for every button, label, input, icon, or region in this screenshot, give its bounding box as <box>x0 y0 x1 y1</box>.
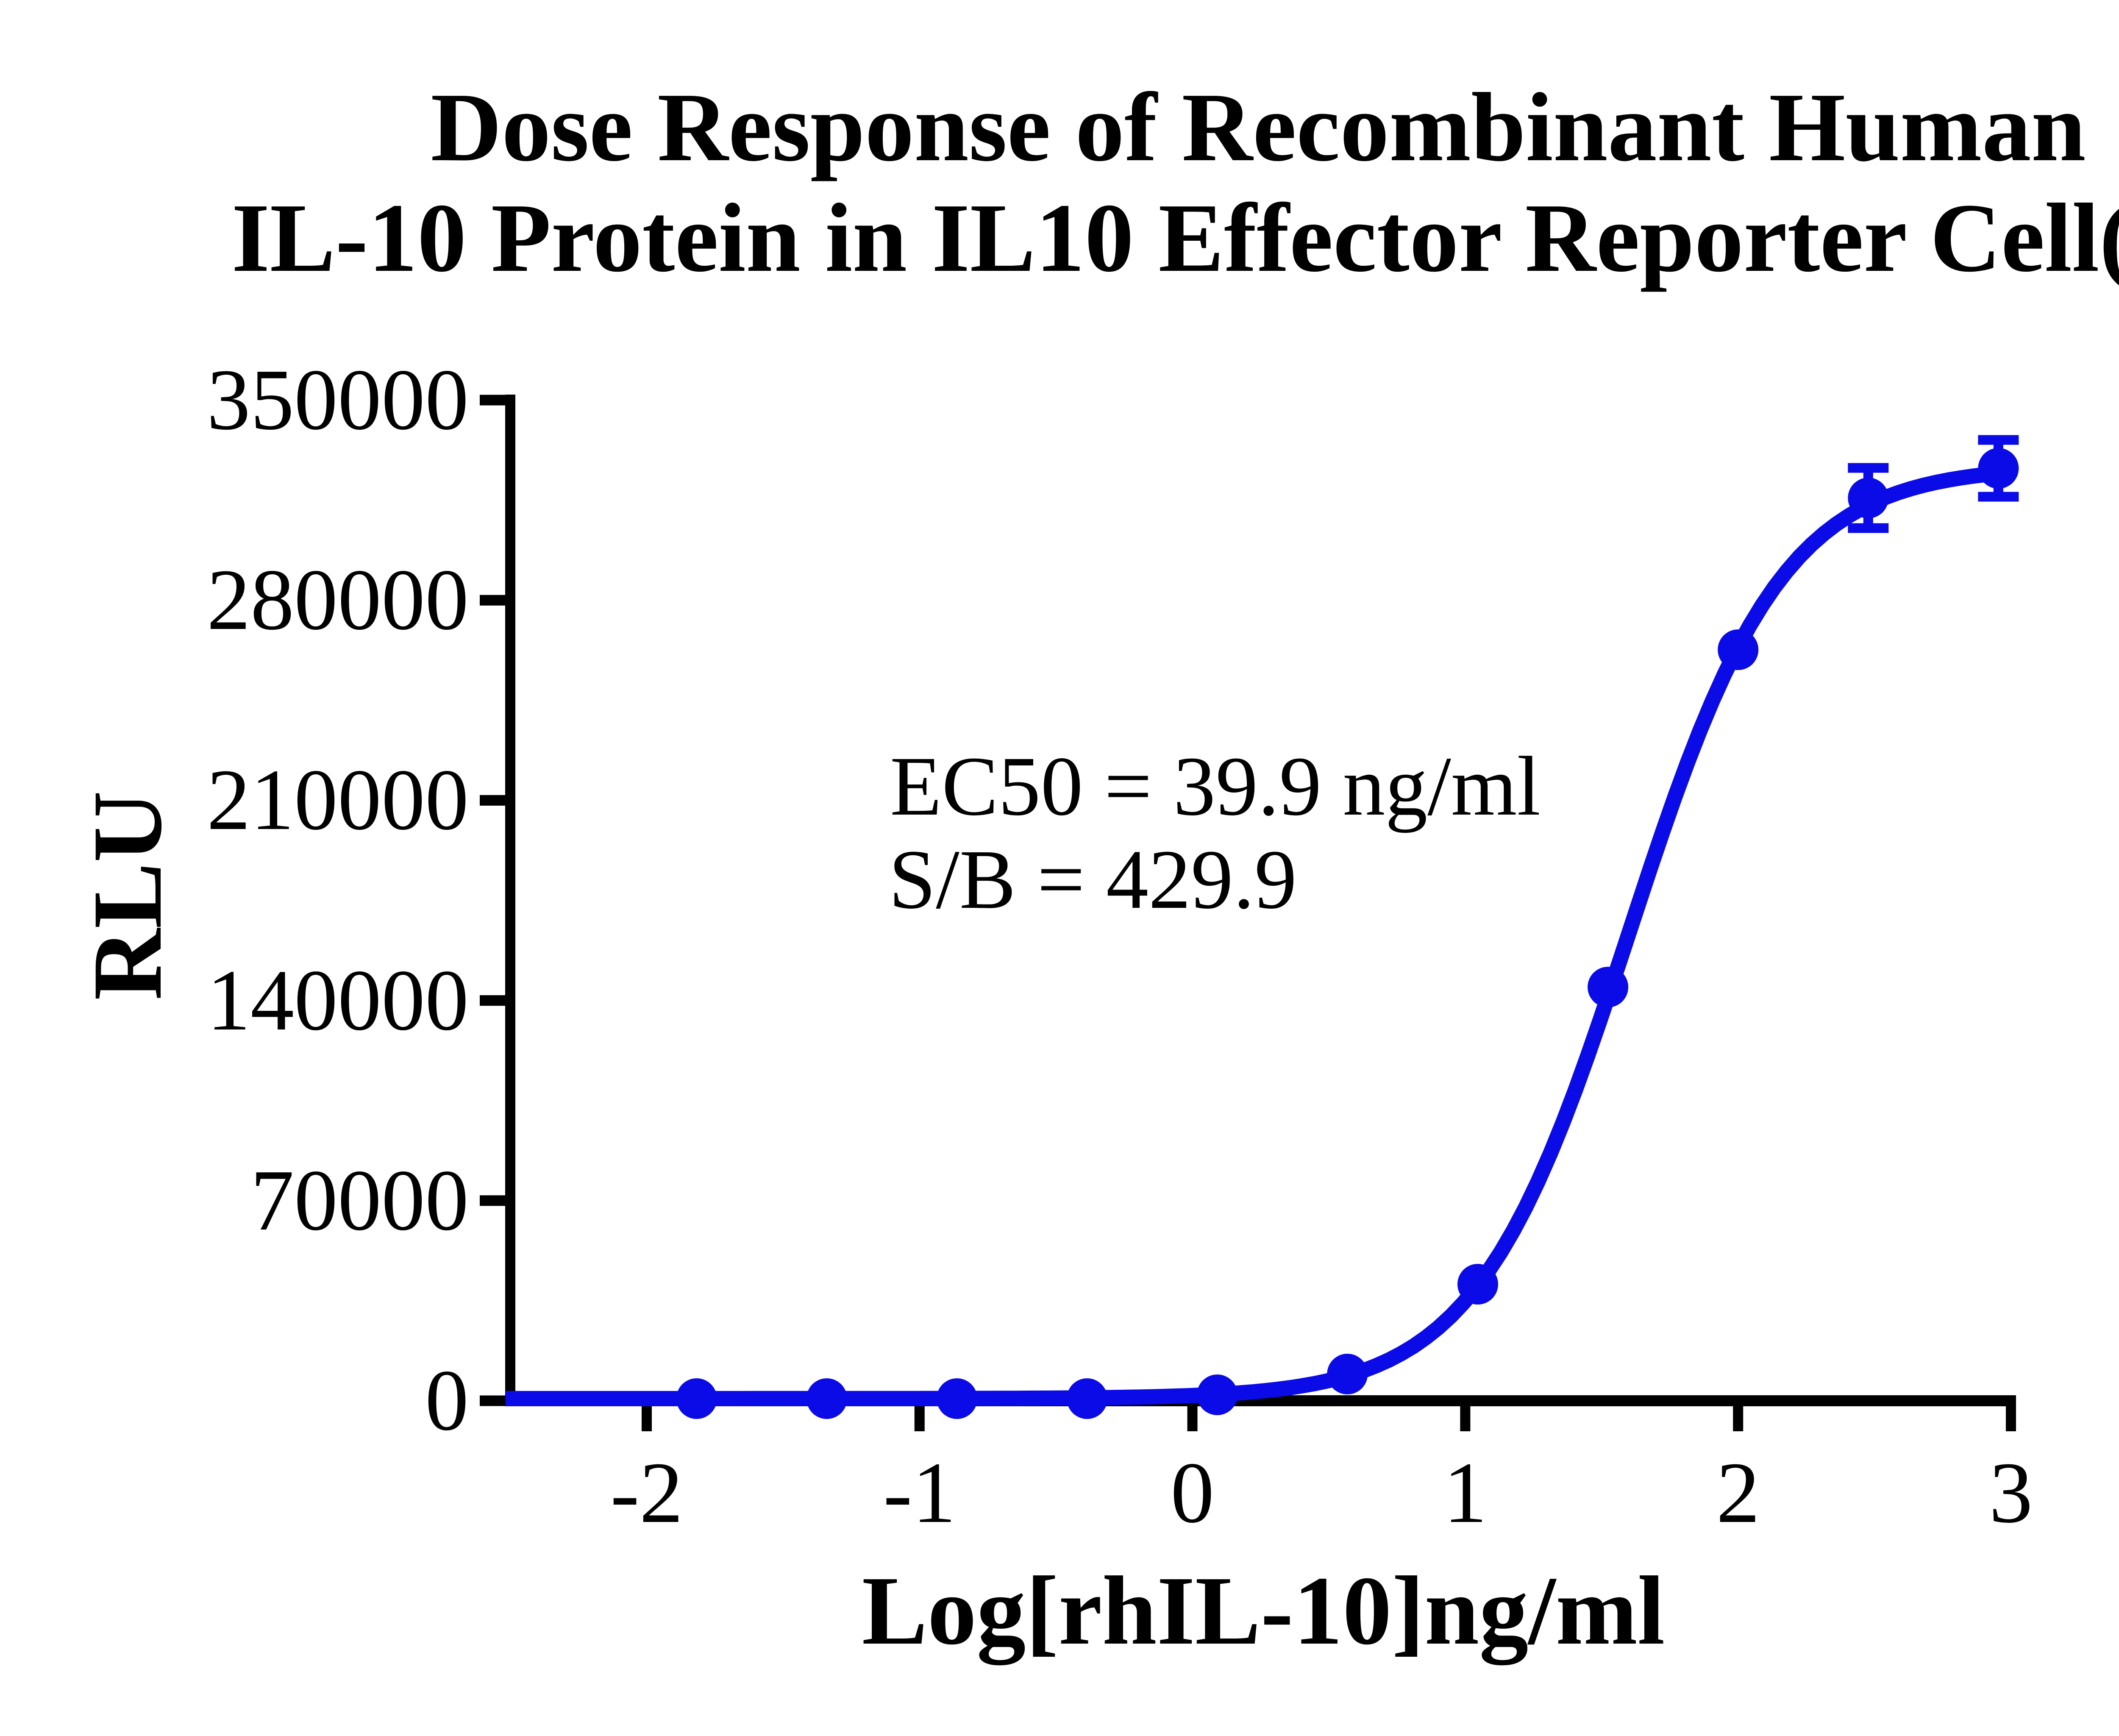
svg-text:350000: 350000 <box>207 351 469 448</box>
svg-text:2: 2 <box>1716 1444 1760 1541</box>
svg-text:210000: 210000 <box>207 751 469 848</box>
svg-text:280000: 280000 <box>207 551 469 648</box>
svg-text:-2: -2 <box>610 1444 683 1541</box>
svg-text:70000: 70000 <box>250 1152 469 1249</box>
svg-text:0: 0 <box>425 1352 469 1449</box>
svg-text:3: 3 <box>1989 1444 2033 1541</box>
svg-text:S/B = 429.9: S/B = 429.9 <box>889 833 1297 926</box>
svg-text:Log[rhIL-10]ng/ml: Log[rhIL-10]ng/ml <box>862 1556 1665 1665</box>
svg-text:0: 0 <box>1171 1444 1214 1541</box>
svg-text:1: 1 <box>1443 1444 1487 1541</box>
svg-text:IL-10 Protein in IL10 Effector: IL-10 Protein in IL10 Effector Reporter … <box>231 184 2119 292</box>
svg-text:RLU: RLU <box>72 791 182 1000</box>
svg-text:-1: -1 <box>883 1444 956 1541</box>
svg-text:EC50 = 39.9 ng/ml: EC50 = 39.9 ng/ml <box>890 740 1541 833</box>
svg-text:Dose Response of Recombinant H: Dose Response of Recombinant Human <box>431 73 2086 182</box>
svg-text:140000: 140000 <box>207 951 469 1049</box>
